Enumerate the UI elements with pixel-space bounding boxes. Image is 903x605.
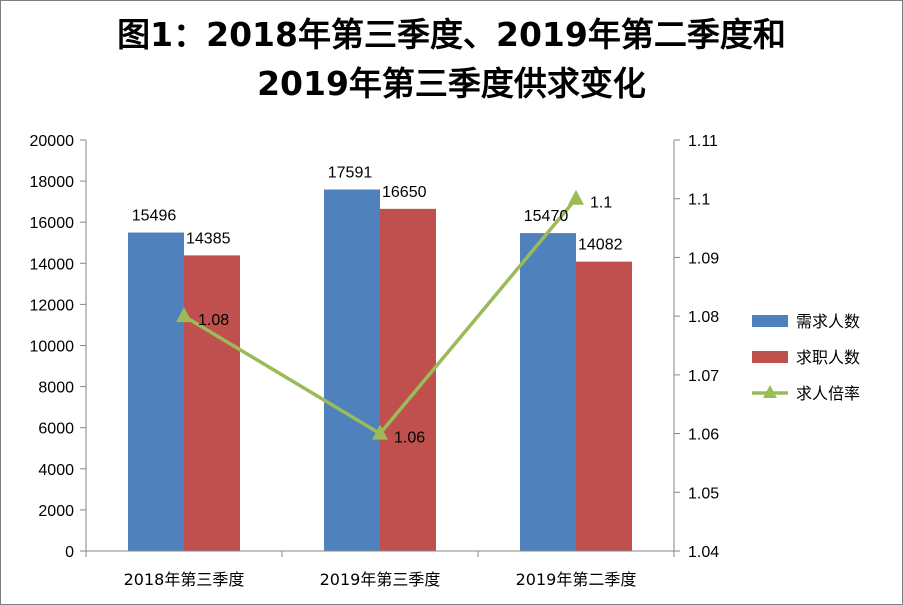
left-axis-tick-label: 14000 <box>30 256 75 273</box>
bar-data-label: 15470 <box>524 208 569 225</box>
left-axis-ticks: 0 2000 4000 6000 8000 10000 12000 14000 16000 180… <box>30 133 86 561</box>
legend-marker <box>763 385 777 398</box>
ratio-marker <box>568 189 584 205</box>
left-axis-tick-label: 16000 <box>30 215 75 232</box>
legend-label: 求人倍率 <box>796 384 860 403</box>
right-axis-tick-label: 1.11 <box>688 133 718 150</box>
bar-jobseekers <box>184 255 240 551</box>
ratio-marker <box>372 424 388 440</box>
chart-title-line-1: 图1：2018年第三季度、2019年第二季度和 <box>117 15 786 54</box>
bar-demand <box>324 189 380 551</box>
bar-demand <box>128 232 184 552</box>
bar-data-label: 14385 <box>186 230 231 247</box>
left-axis-tick-label: 18000 <box>30 174 75 191</box>
right-axis-tick-label: 1.04 <box>688 544 719 561</box>
left-axis-tick-label: 4000 <box>38 462 74 479</box>
right-axis-tick-label: 1.06 <box>688 427 719 444</box>
bar-data-label: 14082 <box>578 237 623 254</box>
left-axis-tick-label: 10000 <box>30 339 75 356</box>
left-axis-tick-label: 12000 <box>30 297 75 314</box>
ratio-data-label: 1.08 <box>198 312 229 329</box>
chart-title-line-2: 2019年第三季度供求变化 <box>257 64 646 103</box>
category-label: 2018年第三季度 <box>124 570 245 589</box>
ratio-data-label: 1.1 <box>590 195 612 212</box>
right-axis-tick-label: 1.05 <box>688 485 719 502</box>
legend-swatch <box>752 351 788 363</box>
right-axis-tick-label: 1.08 <box>688 309 719 326</box>
bar-data-label: 16650 <box>382 184 427 201</box>
left-axis-tick-label: 8000 <box>38 380 74 397</box>
left-axis-tick-label: 6000 <box>38 421 74 438</box>
axes <box>85 140 675 557</box>
right-axis-tick-label: 1.07 <box>688 368 719 385</box>
bar-demand <box>520 233 576 552</box>
bar-data-label: 15496 <box>132 208 177 225</box>
category-labels: 2018年第三季度 2019年第三季度 2019年第二季度 <box>124 570 637 589</box>
category-label: 2019年第二季度 <box>516 570 637 589</box>
bar-data-label: 17591 <box>328 165 373 182</box>
chart-title: 图1：2018年第三季度、2019年第二季度和 2019年第三季度供求变化 <box>0 10 903 108</box>
bar-series <box>128 189 632 552</box>
bar-jobseekers <box>380 208 436 551</box>
left-axis-tick-label: 0 <box>65 544 74 561</box>
ratio-marker <box>176 307 192 323</box>
left-axis-tick-label: 20000 <box>30 133 75 150</box>
bar-jobseekers <box>576 261 632 551</box>
legend-swatch <box>752 315 788 327</box>
left-axis-tick-label: 2000 <box>38 503 74 520</box>
line-series <box>176 189 584 440</box>
legend-label: 需求人数 <box>796 312 860 331</box>
legend-label: 求职人数 <box>796 348 860 367</box>
ratio-data-label: 1.06 <box>394 430 425 447</box>
right-axis-tick-label: 1.1 <box>688 192 710 209</box>
category-label: 2019年第三季度 <box>320 570 441 589</box>
right-axis-ticks: 1.04 1.05 1.06 1.07 1.08 1.09 1.1 1.11 <box>674 133 719 561</box>
right-axis-tick-label: 1.09 <box>688 250 719 267</box>
data-labels: 15496 17591 15470 14385 16650 14082 1.08 1.06 1.… <box>132 165 623 447</box>
